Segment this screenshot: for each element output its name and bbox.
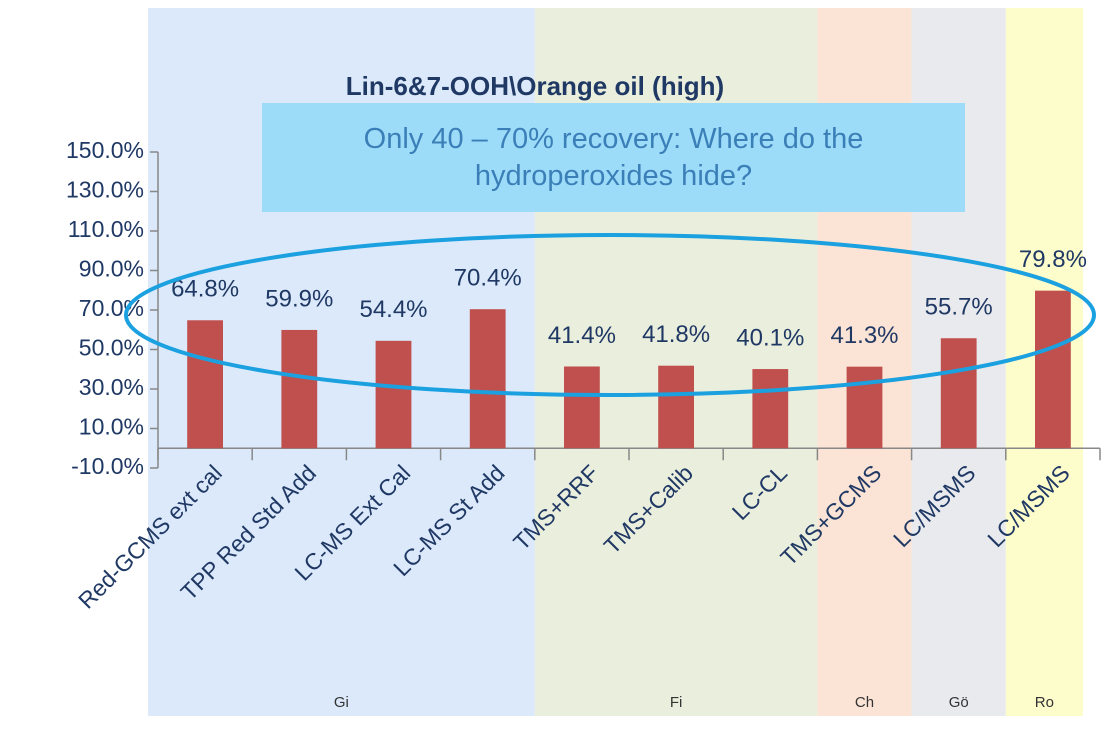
bar xyxy=(1035,290,1071,449)
bar xyxy=(564,366,600,449)
bar xyxy=(752,369,789,449)
data-label: 41.3% xyxy=(830,322,898,349)
highlight-ellipse xyxy=(124,233,1096,397)
data-label: 59.9% xyxy=(265,285,333,312)
bar xyxy=(281,329,318,449)
y-tick-label: 110.0% xyxy=(68,216,144,242)
y-tick-label: -10.0% xyxy=(71,453,144,479)
group-label: Ch xyxy=(855,694,874,711)
data-label: 55.7% xyxy=(925,294,993,321)
bar xyxy=(846,366,883,449)
data-label: 40.1% xyxy=(736,324,804,351)
y-tick-label: 130.0% xyxy=(66,177,144,203)
data-label: 54.4% xyxy=(359,296,427,323)
data-label: 41.8% xyxy=(642,321,710,348)
y-tick-label: 10.0% xyxy=(79,414,144,440)
y-tick-label: 90.0% xyxy=(79,256,144,282)
data-label: 79.8% xyxy=(1019,246,1087,273)
bar xyxy=(375,340,412,449)
bar xyxy=(940,338,977,449)
group-label: Ro xyxy=(1035,694,1054,711)
group-label: Gi xyxy=(334,694,349,711)
chart-title: Lin-6&7-OOH\Orange oil (high) xyxy=(346,71,724,101)
data-label: 70.4% xyxy=(454,265,522,292)
y-tick-label: 30.0% xyxy=(79,374,144,400)
group-label: Gö xyxy=(949,694,969,711)
bar xyxy=(469,309,506,449)
data-label: 41.4% xyxy=(548,322,616,349)
data-label: 64.8% xyxy=(171,276,239,303)
bar xyxy=(187,320,223,449)
group-label: Fi xyxy=(670,694,683,711)
callout: Only 40 – 70% recovery: Where do the hyd… xyxy=(262,103,965,212)
bar xyxy=(658,365,694,449)
y-tick-label: 50.0% xyxy=(79,335,144,361)
y-tick-label: 150.0% xyxy=(66,137,144,163)
